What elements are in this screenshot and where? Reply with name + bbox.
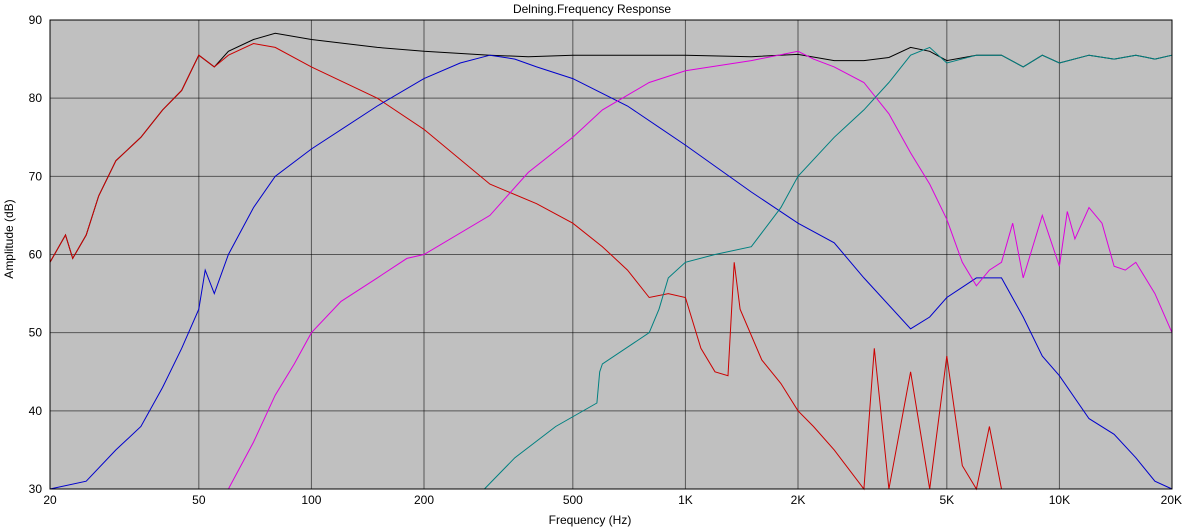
- x-axis-label: Frequency (Hz): [549, 513, 632, 527]
- y-tick-labels: 30 40 50 60 70 80 90: [29, 13, 43, 496]
- x-tick-label: 20K: [1161, 493, 1182, 507]
- series-line-3: [49, 54, 1173, 490]
- y-tick-label: 60: [29, 248, 43, 262]
- series-layer: [49, 32, 1173, 491]
- y-tick-label: 40: [29, 404, 43, 418]
- y-tick-label: 90: [29, 13, 43, 27]
- x-tick-label: 100: [301, 493, 321, 507]
- y-tick-label: 80: [29, 91, 43, 105]
- y-axis-label: Amplitude (dB): [2, 199, 16, 278]
- x-tick-label: 500: [563, 493, 583, 507]
- x-tick-label: 2K: [791, 493, 806, 507]
- y-tick-label: 50: [29, 326, 43, 340]
- chart-title: Delning.Frequency Response: [513, 2, 671, 16]
- plot-frame: [49, 19, 1173, 490]
- x-tick-label: 50: [192, 493, 206, 507]
- series-line-2: [49, 42, 1002, 491]
- y-tick-label: 30: [29, 482, 43, 496]
- x-tick-label: 20: [43, 493, 57, 507]
- x-tick-label: 1K: [678, 493, 693, 507]
- series-line-4: [227, 50, 1173, 490]
- x-tick-label: 200: [414, 493, 434, 507]
- x-tick-labels: 20 50 100 200 500 1K 2K 5K 10K 20K: [43, 493, 1182, 507]
- x-tick-label: 5K: [939, 493, 954, 507]
- x-tick-label: 10K: [1049, 493, 1070, 507]
- y-tick-label: 70: [29, 169, 43, 183]
- series-line-5: [484, 46, 1173, 490]
